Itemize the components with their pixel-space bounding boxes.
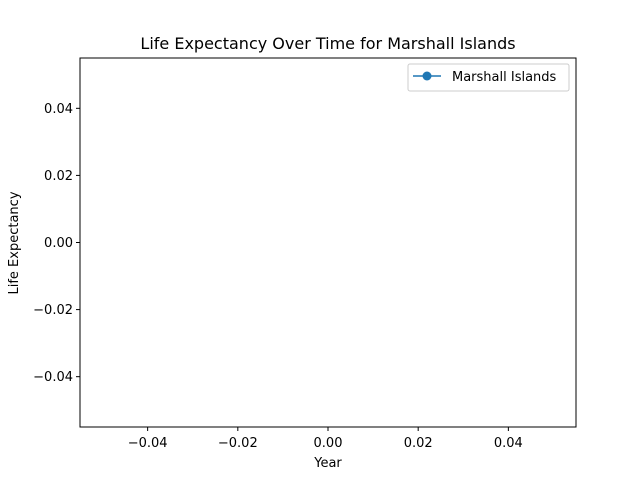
legend-box: [407, 63, 570, 92]
legend: Marshall Islands: [407, 63, 570, 92]
legend-label-marshall-islands: Marshall Islands: [452, 70, 557, 85]
x-tick-label: 0.04: [494, 436, 523, 451]
chart-title: Life Expectancy Over Time for Marshall I…: [140, 34, 515, 53]
x-axis-ticks: −0.04 −0.02 0.00 0.02 0.04: [128, 427, 523, 451]
y-tick-label: 0.00: [44, 236, 73, 251]
y-axis-label: Life Expectancy: [7, 191, 22, 294]
y-tick-label: −0.04: [33, 370, 73, 385]
x-tick-label: 0.02: [404, 436, 433, 451]
plot-area: [79, 57, 577, 428]
y-tick-label: −0.02: [33, 303, 73, 318]
x-tick-label: 0.00: [314, 436, 343, 451]
y-axis-ticks: −0.04 −0.02 0.00 0.02 0.04: [33, 102, 80, 385]
plot-background: [80, 58, 576, 427]
x-tick-label: −0.02: [218, 436, 258, 451]
y-tick-label: 0.04: [44, 102, 73, 117]
x-axis-label: Year: [313, 456, 342, 471]
y-tick-label: 0.02: [44, 169, 73, 184]
legend-marker-marshall-islands: [422, 71, 432, 81]
x-tick-label: −0.04: [128, 436, 168, 451]
